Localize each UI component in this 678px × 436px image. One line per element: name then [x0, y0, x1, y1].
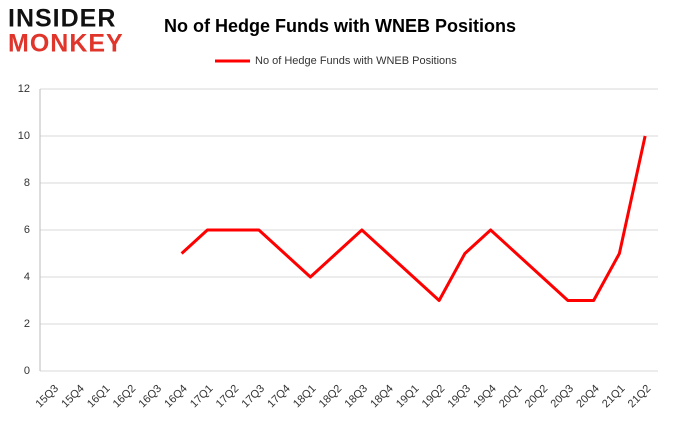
y-tick-label: 12 [18, 83, 30, 95]
y-tick-label: 2 [24, 318, 30, 330]
legend-label: No of Hedge Funds with WNEB Positions [255, 55, 457, 67]
y-tick-label: 0 [24, 365, 30, 377]
y-tick-label: 8 [24, 177, 30, 189]
y-tick-label: 6 [24, 224, 30, 236]
logo-line2: MONKEY [8, 30, 124, 58]
series-line [180, 135, 647, 302]
y-tick-label: 4 [24, 271, 30, 283]
chart-title: No of Hedge Funds with WNEB Positions [164, 16, 516, 36]
logo-line1: INSIDER [8, 5, 116, 33]
y-tick-label: 10 [18, 130, 30, 142]
